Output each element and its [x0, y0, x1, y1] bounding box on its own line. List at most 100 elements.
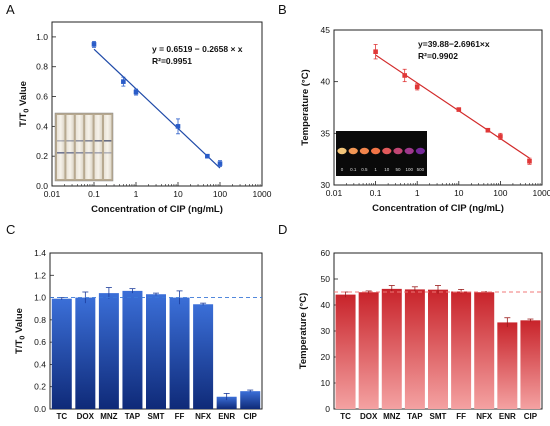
a-fit-line — [93, 48, 221, 169]
thermal-label: 500 — [417, 167, 425, 172]
a-x-axis-title: Concentration of CIP (ng/mL) — [91, 204, 223, 215]
c-y-tick-label: 0.0 — [34, 404, 46, 414]
c-y-axis-title: T/T0 Value — [14, 308, 27, 354]
b-y-axis-title: Temperature (°C) — [300, 69, 311, 145]
test-strip — [66, 115, 74, 179]
d-bar — [381, 288, 402, 409]
a-data-point — [91, 42, 97, 47]
control-line — [66, 152, 74, 154]
a-x-tick-label: 0.01 — [44, 189, 61, 199]
thermal-spot — [382, 147, 392, 155]
d-bar — [474, 292, 495, 409]
panel-letter-d: D — [278, 222, 287, 237]
c-category-label: TAP — [125, 412, 141, 421]
thermal-label: 10 — [384, 167, 390, 172]
a-data-point — [175, 124, 181, 129]
c-y-tick-label: 0.4 — [34, 359, 46, 369]
d-category-label: TAP — [407, 412, 423, 421]
d-y-tick-label: 0 — [325, 404, 330, 414]
a-x-tick-label: 100 — [213, 189, 227, 199]
thermal-label: 100 — [405, 167, 413, 172]
d-category-label: DOX — [360, 412, 378, 421]
thermal-spot — [337, 147, 347, 155]
thermal-label: 1 — [374, 167, 377, 172]
d-bar — [358, 292, 379, 409]
a-x-tick-label: 1 — [134, 189, 139, 199]
d-y-tick-label: 60 — [321, 248, 331, 258]
panel-a-equation: y = 0.6519 − 0.2658 × x — [152, 44, 243, 54]
control-line — [94, 152, 102, 154]
a-y-tick-label: 1.0 — [36, 32, 48, 42]
c-category-label: CIP — [244, 412, 258, 421]
thermal-spot — [348, 147, 358, 155]
b-data-point — [485, 127, 491, 133]
panel-a-chart: 0.01 0.1 1 10 100 1000 0.0 0.2 0.4 0.6 0.8 1.0 Conce… — [18, 21, 272, 215]
a-data-point — [217, 161, 223, 166]
d-category-label: NFX — [476, 412, 493, 421]
test-strip — [85, 115, 93, 179]
test-line — [57, 140, 65, 142]
a-y-tick-label: 0.0 — [36, 181, 48, 191]
test-strip — [75, 115, 84, 179]
a-data-point — [205, 153, 210, 159]
a-x-tick-label: 10 — [173, 189, 183, 199]
control-line — [57, 152, 65, 154]
b-x-tick-label: 0.1 — [370, 188, 382, 198]
c-bar — [146, 294, 166, 409]
d-y-axis-title: Temperature (°C) — [298, 293, 309, 369]
test-line — [104, 140, 112, 142]
d-y-tick-label: 20 — [321, 352, 331, 362]
b-fit-line — [375, 54, 530, 159]
a-data-point — [133, 89, 139, 95]
c-category-label: TC — [56, 412, 67, 421]
d-category-label: MNZ — [383, 412, 400, 421]
a-y-tick-label: 0.2 — [36, 151, 48, 161]
panel-letter-b: B — [278, 2, 287, 17]
d-bar — [335, 294, 356, 409]
c-category-label: ENR — [218, 412, 235, 421]
a-y-axis-title: T/T0 Value — [18, 81, 31, 127]
c-category-label: DOX — [77, 412, 95, 421]
c-bar — [75, 297, 96, 409]
c-y-tick-label: 1.0 — [34, 293, 46, 303]
c-y-tick-label: 1.2 — [34, 270, 46, 280]
c-bar — [240, 391, 261, 409]
b-y-tick-label: 35 — [321, 128, 331, 138]
c-bar — [193, 304, 214, 409]
d-category-label: FF — [456, 412, 466, 421]
d-bar — [451, 291, 472, 409]
panel-letter-c: C — [6, 222, 15, 237]
c-y-tick-label: 0.6 — [34, 337, 46, 347]
d-y-tick-label: 10 — [321, 378, 331, 388]
c-y-tick-label: 1.4 — [34, 248, 46, 258]
thermal-spot — [415, 147, 425, 155]
d-bar — [520, 320, 541, 409]
panel-c-chart: 0.0 0.2 0.4 0.6 0.8 1.0 1.2 1.4 TC DOX MNZ TAP SMT FF… — [14, 248, 263, 421]
b-data-point — [456, 107, 462, 112]
b-x-axis-title: Concentration of CIP (ng/mL) — [372, 203, 504, 214]
b-y-tick-label: 40 — [321, 77, 331, 87]
b-x-tick-label: 1000 — [533, 188, 550, 198]
a-y-tick-label: 0.6 — [36, 92, 48, 102]
panel-d-chart: 0 10 20 30 40 50 60 TC DOX MNZ TAP SMT FF NFX ENR CIP Te… — [298, 248, 543, 421]
d-bar — [497, 322, 518, 409]
c-bar — [169, 297, 190, 409]
c-category-label: SMT — [148, 412, 165, 421]
thermal-spot — [393, 147, 403, 155]
thermal-label: 0.5 — [361, 167, 368, 172]
test-line — [66, 140, 74, 142]
a-y-tick-label: 0.4 — [36, 121, 48, 131]
c-bar — [51, 298, 72, 409]
b-x-tick-label: 0.01 — [326, 188, 343, 198]
thermal-label: 50 — [395, 167, 401, 172]
thermal-label: 0.1 — [350, 167, 357, 172]
c-y-tick-label: 0.8 — [34, 315, 46, 325]
b-y-tick-label: 45 — [321, 25, 331, 35]
d-bar — [404, 289, 425, 409]
b-data-point — [527, 158, 532, 164]
a-x-tick-label: 0.1 — [88, 189, 100, 199]
panel-letter-a: A — [6, 2, 15, 17]
control-line — [104, 152, 112, 154]
d-category-label: TC — [340, 412, 351, 421]
